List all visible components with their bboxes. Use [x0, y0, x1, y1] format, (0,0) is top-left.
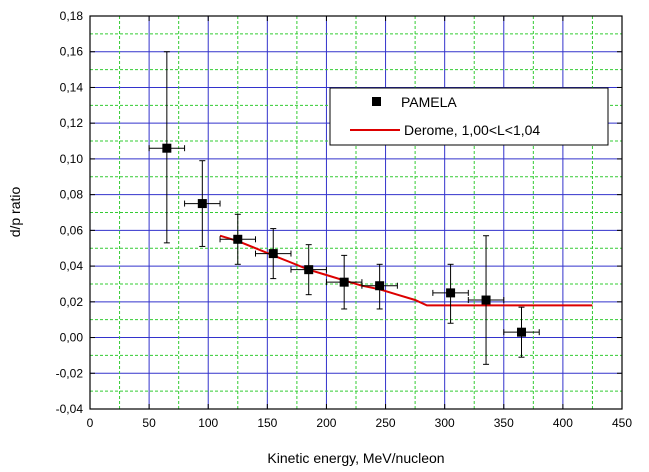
y-tick-label: 0,08 [60, 188, 84, 202]
pamela-point [325, 254, 363, 310]
pamela-marker [162, 143, 172, 153]
pamela-point [503, 306, 540, 358]
x-tick-label: 50 [142, 416, 156, 430]
pamela-point [290, 244, 327, 296]
x-tick-label: 150 [257, 416, 277, 430]
pamela-marker [197, 199, 207, 209]
x-tick-label: 200 [316, 416, 336, 430]
axis-ticks: 0 50 100 150 200 250 300 350 400 450 -0,04 -0,02 0,0… [56, 9, 633, 430]
pamela-point [148, 51, 186, 244]
y-tick-label: 0,14 [60, 80, 84, 94]
x-tick-label: 100 [198, 416, 218, 430]
pamela-point [255, 228, 292, 280]
pamela-point [467, 235, 505, 365]
scatter-series [148, 51, 540, 365]
x-tick-label: 400 [553, 416, 573, 430]
legend-marker-pamela [372, 97, 381, 106]
y-tick-label: 0,18 [60, 9, 84, 23]
x-tick-label: 450 [612, 416, 632, 430]
legend-label-derome: Derome, 1,00<L<1,04 [404, 122, 540, 138]
x-axis-label: Kinetic energy, MeV/nucleon [267, 450, 444, 466]
legend-label-pamela: PAMELA [401, 94, 457, 110]
x-tick-label: 300 [435, 416, 455, 430]
y-tick-label: 0,10 [60, 152, 84, 166]
y-tick-label: 0,16 [60, 45, 84, 59]
y-tick-label: 0,04 [60, 259, 84, 273]
pamela-marker [233, 234, 243, 244]
pamela-marker [339, 277, 349, 287]
y-tick-label: 0,12 [60, 116, 84, 130]
pamela-point [219, 213, 257, 265]
y-tick-label: 0,02 [60, 295, 84, 309]
pamela-point [361, 263, 398, 310]
y-tick-label: -0,02 [56, 366, 84, 380]
pamela-point [184, 160, 221, 247]
y-axis-label: d/p ratio [7, 186, 23, 237]
y-tick-label: 0,06 [60, 223, 84, 237]
plot-frame [89, 15, 623, 410]
pamela-marker [446, 288, 456, 298]
legend: PAMELA Derome, 1,00<L<1,04 [329, 87, 609, 146]
x-tick-label: 250 [376, 416, 396, 430]
y-tick-label: -0,04 [56, 402, 84, 416]
pamela-marker [481, 295, 491, 305]
pamela-marker [517, 327, 527, 337]
y-tick-label: 0,00 [60, 331, 84, 345]
pamela-point [432, 263, 469, 324]
pamela-marker [268, 249, 278, 259]
pamela-marker [304, 265, 314, 275]
pamela-marker [375, 281, 385, 291]
x-tick-label: 350 [494, 416, 514, 430]
x-tick-label: 0 [87, 416, 94, 430]
